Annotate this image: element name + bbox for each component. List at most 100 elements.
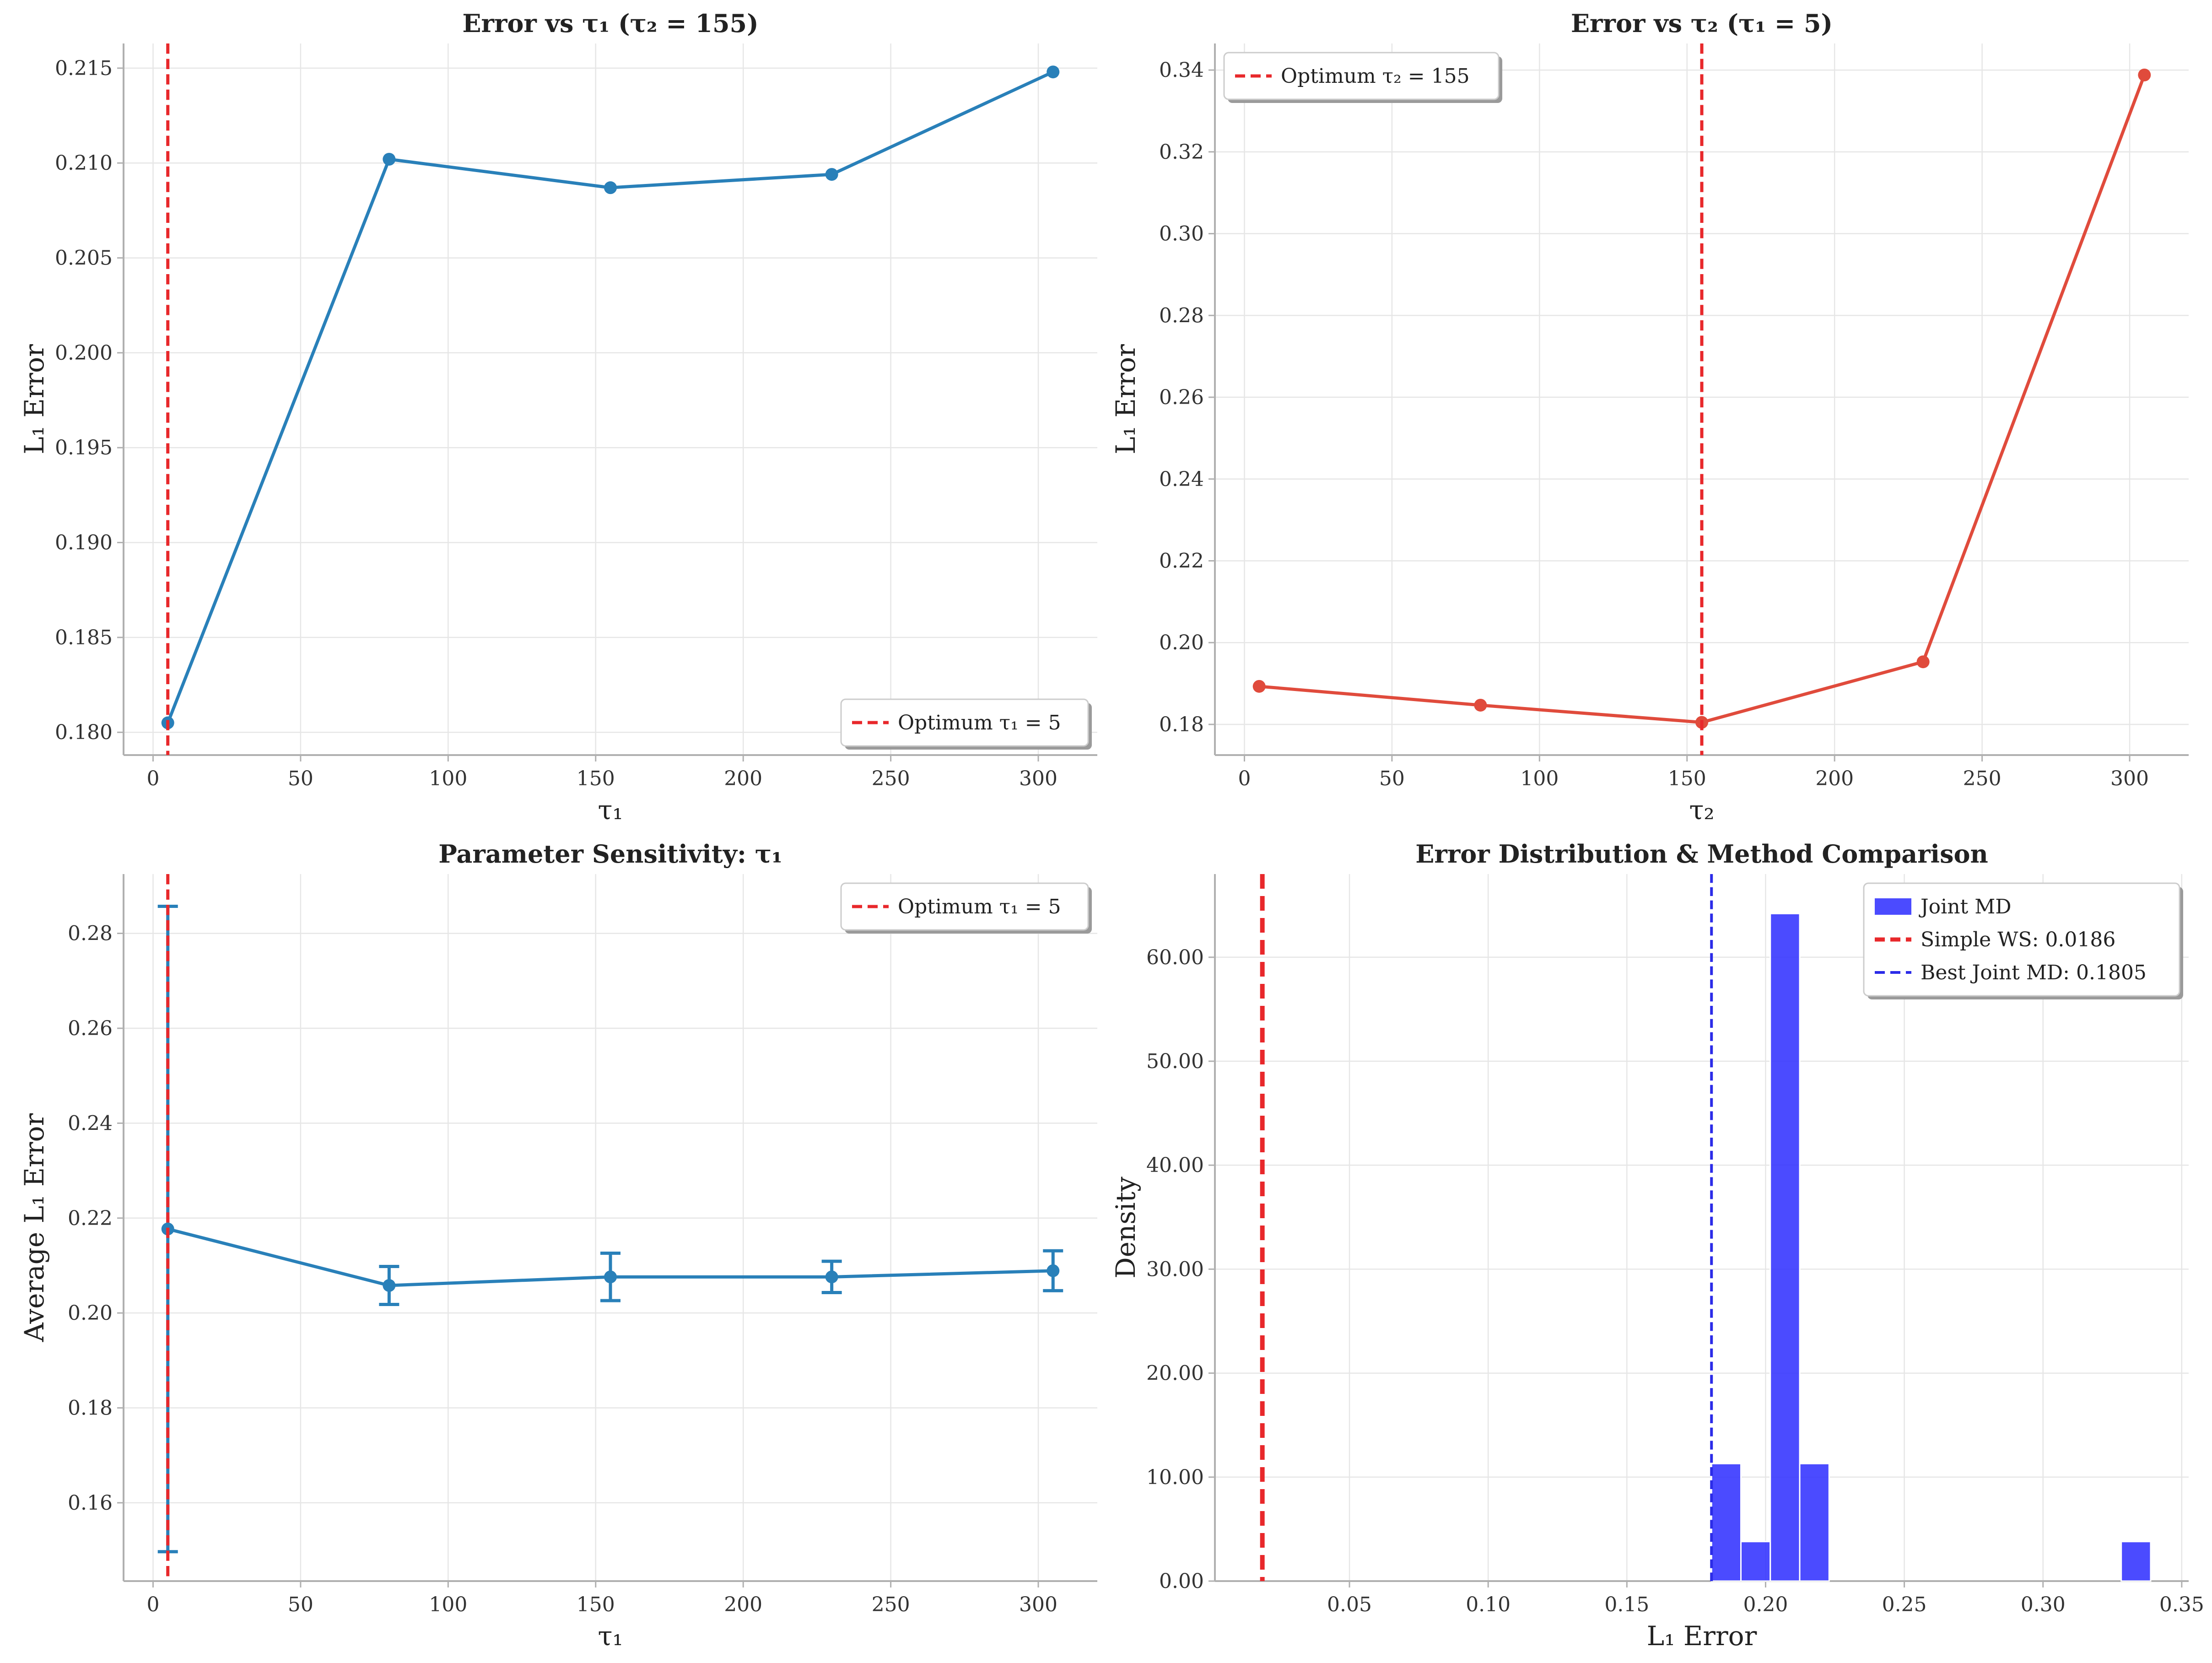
x-tick-label: 0.30 xyxy=(2021,1593,2066,1616)
y-tick-label: 0.205 xyxy=(55,247,113,270)
x-tick-label: 300 xyxy=(1019,1593,1057,1616)
x-tick-label: 300 xyxy=(2110,767,2149,790)
x-axis-label: τ₁ xyxy=(598,1620,623,1652)
y-tick-label: 0.200 xyxy=(55,341,113,365)
data-point xyxy=(825,168,838,181)
y-tick-label: 0.26 xyxy=(68,1017,113,1040)
x-tick-label: 100 xyxy=(429,1593,467,1616)
data-point xyxy=(604,1270,617,1284)
subplot-error-distribution: 0.05 0.10 0.15 0.20 0.25 0.30 0.35 0.00 10.00 20.… xyxy=(1110,839,2204,1652)
y-tick-label: 0.195 xyxy=(55,436,113,459)
x-tick-label: 100 xyxy=(1520,767,1559,790)
x-tick-label: 0.35 xyxy=(2159,1593,2204,1616)
x-tick-label: 0.15 xyxy=(1604,1593,1649,1616)
y-axis-label: L₁ Error xyxy=(19,344,50,454)
legend: Optimum τ₁ = 5 xyxy=(840,698,1092,750)
legend-box xyxy=(840,882,1089,931)
x-tick-label: 0 xyxy=(146,767,159,790)
y-tick-label: 0.210 xyxy=(55,151,113,175)
y-tick-label: 0.28 xyxy=(1159,304,1204,327)
histogram-bar xyxy=(1799,1463,1830,1582)
x-axis-label: τ₁ xyxy=(598,794,623,826)
x-tick-label: 0.20 xyxy=(1743,1593,1788,1616)
histogram-bar xyxy=(1740,1541,1771,1582)
y-tick-label: 0.18 xyxy=(68,1397,113,1420)
y-tick-label: 10.00 xyxy=(1146,1466,1204,1489)
histogram-bar xyxy=(1710,1463,1742,1582)
data-point xyxy=(2138,68,2151,81)
data-point xyxy=(1047,65,1060,79)
x-tick-label: 50 xyxy=(288,1593,313,1616)
chart-title: Error vs τ₂ (τ₁ = 5) xyxy=(1571,9,1833,38)
histogram-bar xyxy=(2120,1541,2152,1582)
x-tick-label: 0.10 xyxy=(1466,1593,1511,1616)
x-axis-label: L₁ Error xyxy=(1647,1620,1757,1652)
y-tick-label: 0.28 xyxy=(68,922,113,945)
y-tick-label: 0.34 xyxy=(1159,59,1204,82)
legend-label: Joint MD xyxy=(1919,895,2012,918)
legend-label: Best Joint MD: 0.1805 xyxy=(1921,961,2147,984)
y-tick-label: 0.32 xyxy=(1159,140,1204,164)
y-axis-label: L₁ Error xyxy=(1110,344,1141,454)
x-tick-label: 150 xyxy=(577,1593,615,1616)
y-tick-label: 0.18 xyxy=(1159,713,1204,736)
x-tick-label: 200 xyxy=(1815,767,1854,790)
legend: Optimum τ₂ = 155 xyxy=(1223,52,1502,103)
data-point xyxy=(1047,1264,1060,1277)
data-point xyxy=(383,152,396,166)
data-point xyxy=(1252,680,1266,693)
x-axis-label: τ₂ xyxy=(1689,794,1714,826)
y-tick-label: 0.180 xyxy=(55,721,113,744)
chart-title: Error Distribution & Method Comparison xyxy=(1415,839,1988,869)
x-tick-label: 50 xyxy=(1379,767,1405,790)
data-point xyxy=(825,1270,838,1284)
y-axis-label: Average L₁ Error xyxy=(19,1113,50,1343)
y-tick-label: 0.00 xyxy=(1159,1570,1204,1593)
legend-box xyxy=(1863,882,2180,997)
y-tick-label: 60.00 xyxy=(1146,946,1204,969)
legend-label: Simple WS: 0.0186 xyxy=(1921,928,2115,951)
y-tick-label: 0.26 xyxy=(1159,386,1204,409)
y-tick-label: 0.30 xyxy=(1159,222,1204,246)
legend-box xyxy=(1223,52,1500,100)
legend: Optimum τ₁ = 5 xyxy=(840,882,1092,934)
chart-title: Parameter Sensitivity: τ₁ xyxy=(438,839,782,869)
y-tick-label: 0.24 xyxy=(68,1112,113,1135)
y-tick-label: 20.00 xyxy=(1146,1362,1204,1385)
y-tick-label: 50.00 xyxy=(1146,1050,1204,1073)
legend-label: Optimum τ₁ = 5 xyxy=(898,895,1061,918)
legend-label: Optimum τ₁ = 5 xyxy=(898,711,1061,734)
x-tick-label: 250 xyxy=(872,767,910,790)
y-axis-label: Density xyxy=(1110,1177,1141,1279)
x-tick-label: 300 xyxy=(1019,767,1057,790)
y-tick-label: 0.20 xyxy=(1159,631,1204,654)
x-tick-label: 0 xyxy=(1238,767,1251,790)
legend: Joint MD Simple WS: 0.0186 Best Joint MD: … xyxy=(1863,882,2183,999)
y-tick-label: 0.22 xyxy=(68,1207,113,1230)
x-tick-label: 200 xyxy=(724,767,762,790)
histogram-bar xyxy=(1770,912,1801,1582)
x-tick-label: 0.05 xyxy=(1327,1593,1372,1616)
x-tick-label: 50 xyxy=(288,767,313,790)
y-tick-label: 0.185 xyxy=(55,626,113,649)
y-tick-label: 30.00 xyxy=(1146,1258,1204,1281)
data-point xyxy=(604,181,617,194)
y-tick-label: 0.24 xyxy=(1159,468,1204,491)
y-tick-label: 0.190 xyxy=(55,531,113,555)
legend-box xyxy=(840,698,1089,747)
x-tick-label: 250 xyxy=(1963,767,2002,790)
y-tick-label: 0.22 xyxy=(1159,550,1204,573)
x-tick-label: 200 xyxy=(724,1593,762,1616)
x-tick-label: 0.25 xyxy=(1882,1593,1927,1616)
x-tick-label: 0 xyxy=(146,1593,159,1616)
data-point xyxy=(383,1279,396,1292)
x-tick-label: 150 xyxy=(1668,767,1706,790)
y-tick-label: 0.215 xyxy=(55,57,113,80)
y-tick-label: 0.16 xyxy=(68,1491,113,1515)
x-tick-label: 250 xyxy=(872,1593,910,1616)
data-point xyxy=(1474,698,1487,712)
x-tick-label: 150 xyxy=(577,767,615,790)
data-point xyxy=(1916,655,1930,669)
y-tick-label: 40.00 xyxy=(1146,1154,1204,1177)
subplot-error-vs-tau1: 0 50 100 150 200 250 300 0.180 0.185 0.190 0.195 0.… xyxy=(19,9,1097,826)
